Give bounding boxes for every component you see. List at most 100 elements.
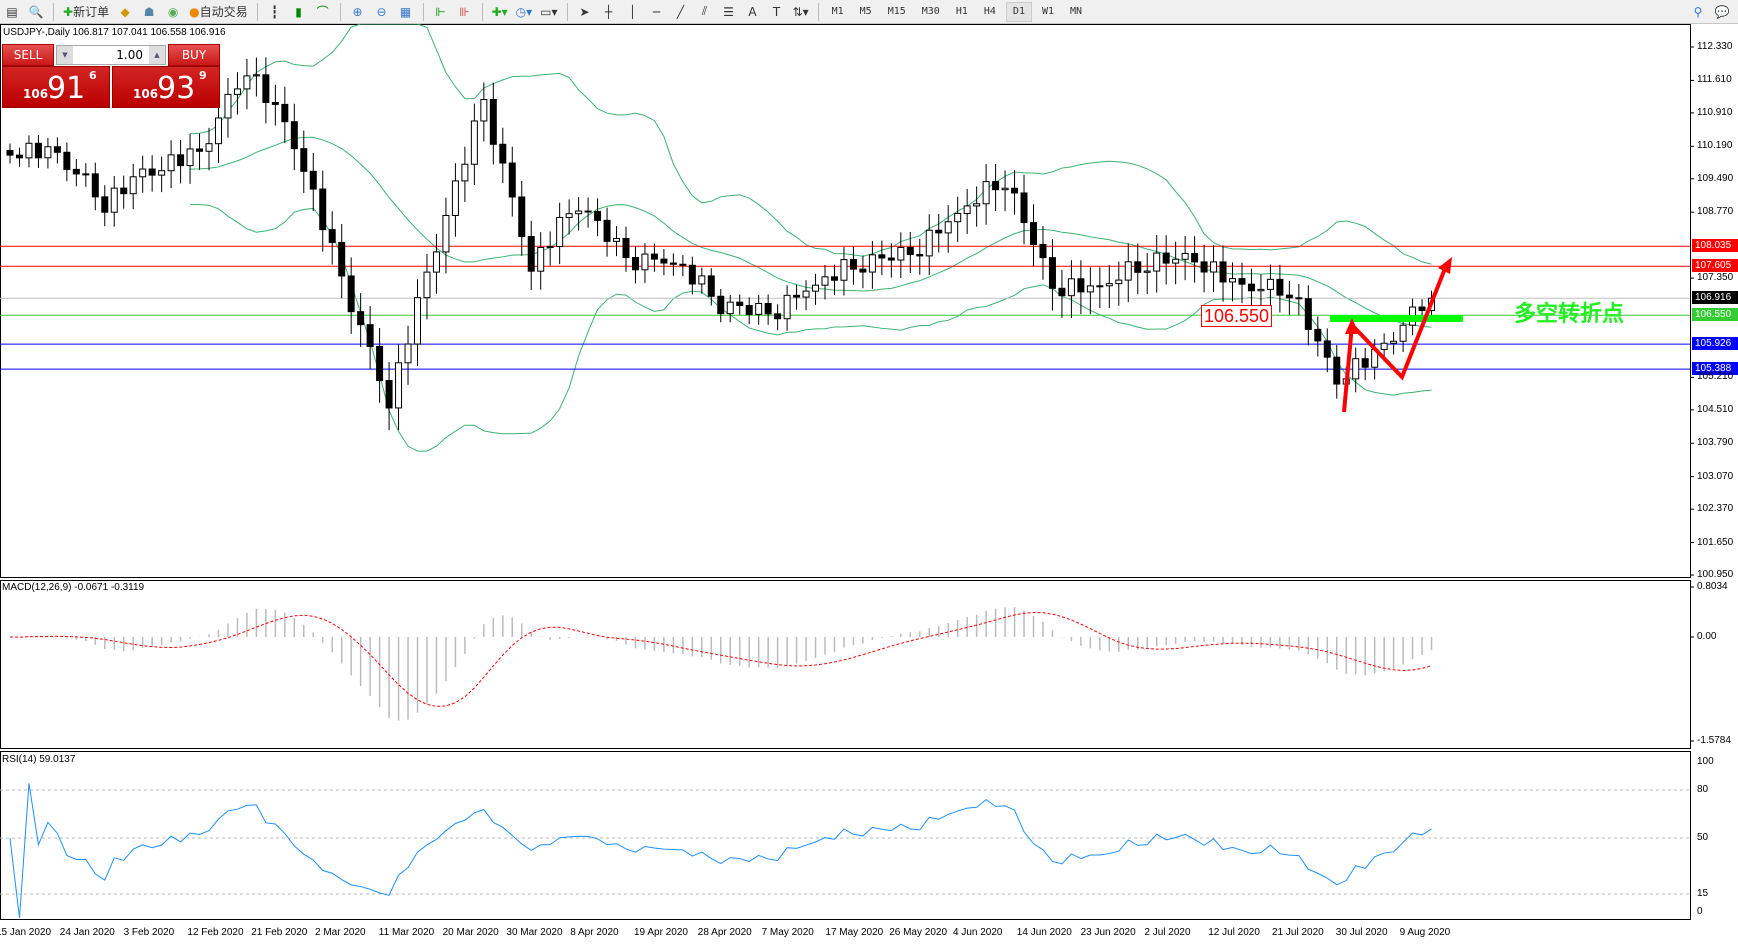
timeframe-mn[interactable]: MN [1070,6,1083,17]
bull-candle [205,143,213,152]
bear-candle [300,148,308,172]
date-axis-label: 8 Apr 2020 [570,927,619,938]
bear-candle [63,151,71,170]
bear-candle [584,210,592,213]
new-order-button[interactable]: ✚ 新订单 [61,2,111,22]
market-watch-icon[interactable]: ◆ [120,4,130,19]
chat-icon[interactable]: 💬 [1714,4,1730,19]
buy-button[interactable]: BUY [168,44,220,66]
bear-candle [1029,222,1037,245]
timeframe-d1[interactable]: D1 [1005,1,1032,22]
buy-price-pips: 93 [157,71,196,106]
lot-increase-icon[interactable]: ▲ [149,46,165,64]
bull-candle [1210,261,1218,273]
bull-candle [1115,279,1123,285]
crosshair-icon[interactable]: ┼ [604,4,613,19]
vertical-line-icon[interactable]: │ [628,4,637,19]
macd-signal-line [9,611,1432,707]
bull-candle [802,290,810,298]
bull-candle [414,297,422,345]
bear-candle [385,380,393,409]
bull-candle [480,98,488,122]
bull-candle [1257,288,1265,292]
text-icon[interactable]: A [748,4,757,19]
chart-canvas[interactable] [0,24,1738,945]
timeframe-h1[interactable]: H1 [955,6,968,17]
bear-candle [72,168,80,175]
bear-candle [376,346,384,382]
lots-input[interactable]: ▼ 1.00 ▲ [56,45,166,65]
auto-trading-button[interactable]: ● 自动交易 [187,2,250,22]
timeframe-w1[interactable]: W1 [1041,6,1055,17]
bear-candle [745,305,753,315]
timeframe-m5[interactable]: M5 [859,6,872,17]
text-label-icon[interactable]: T [772,4,781,19]
date-axis-label: 26 May 2020 [889,927,948,938]
autoscroll-icon[interactable]: ⊩ [435,4,446,19]
bull-candle [186,148,194,167]
candlestick-icon[interactable]: ▮ [295,4,302,19]
bear-candle [53,146,61,153]
zoom-in-icon[interactable]: ⊕ [352,4,363,19]
bull-candle [868,254,876,273]
rsi-label: RSI(14) 59.0137 [2,754,76,765]
bear-candle [878,254,886,259]
zoom-page-icon[interactable]: 🔍 [28,4,44,19]
bull-candle [1399,324,1407,342]
equidistant-channel-icon[interactable]: ⫽ [701,4,708,18]
search-icon[interactable]: ⚲ [1693,4,1703,19]
bear-candle [1276,278,1284,296]
periods-clock-icon[interactable]: ◷▾ [515,4,533,19]
bar-chart-icon[interactable]: ┇ [270,4,279,19]
chart-shift-icon[interactable]: ⊪ [459,4,470,19]
navigator-icon[interactable]: ☗ [143,4,155,19]
bull-candle [167,154,175,172]
bear-candle [1162,252,1170,264]
tile-windows-icon[interactable]: ▦ [399,4,412,19]
buy-price[interactable]: 106 93 9 [112,66,220,108]
bear-candle [1247,283,1255,292]
trendline-icon[interactable]: ╱ [676,4,685,19]
bear-candle [499,143,507,164]
price-axis-label: 109.490 [1697,172,1734,184]
timeframe-m1[interactable]: M1 [831,6,844,17]
cursor-icon[interactable]: ➤ [579,4,590,19]
bear-candle [679,263,687,266]
indicators-icon[interactable]: ✚▾ [491,4,508,19]
timeframe-h4[interactable]: H4 [983,6,996,17]
sell-button[interactable]: SELL [2,44,54,66]
bull-candle [214,117,222,145]
timeframe-m30[interactable]: M30 [921,6,940,17]
bear-candle [1304,298,1312,330]
date-axis-label: 15 Jan 2020 [0,927,52,938]
horizontal-line-icon[interactable]: ─ [652,4,661,19]
templates-icon[interactable]: ▭▾ [540,4,558,19]
zoom-out-icon[interactable]: ⊖ [376,4,387,19]
bear-candle [1295,297,1303,300]
lots-value[interactable]: 1.00 [116,48,143,62]
auto-trading-label: 自动交易 [199,5,248,19]
bull-candle [1172,258,1180,264]
sell-price[interactable]: 106 91 6 [2,66,110,108]
bull-candle [1105,283,1113,287]
bear-candle [650,253,658,260]
macd-pane-border [0,580,1691,749]
price-axis-label: 103.070 [1697,470,1734,482]
bear-candle [319,188,327,231]
arrows-icon[interactable]: ⇅▾ [792,4,809,19]
bear-candle [1314,328,1322,342]
level-price-tag: 105.388 [1692,362,1738,376]
signal-icon[interactable]: ◉ [167,4,179,19]
bear-candle [688,264,696,285]
line-chart-icon[interactable]: ⌒ [316,5,329,19]
bear-candle [271,101,279,105]
bull-candle [1181,252,1189,260]
bear-candle [1077,278,1085,293]
bull-candle [1086,285,1094,293]
bull-candle [1380,342,1388,351]
price-axis-label: 111.610 [1697,74,1732,86]
timeframe-m15[interactable]: M15 [887,6,906,17]
lot-decrease-icon[interactable]: ▼ [57,46,73,64]
fibonacci-icon[interactable]: ☰ [723,4,734,19]
chart-window-icon[interactable]: ▤ [6,4,18,19]
